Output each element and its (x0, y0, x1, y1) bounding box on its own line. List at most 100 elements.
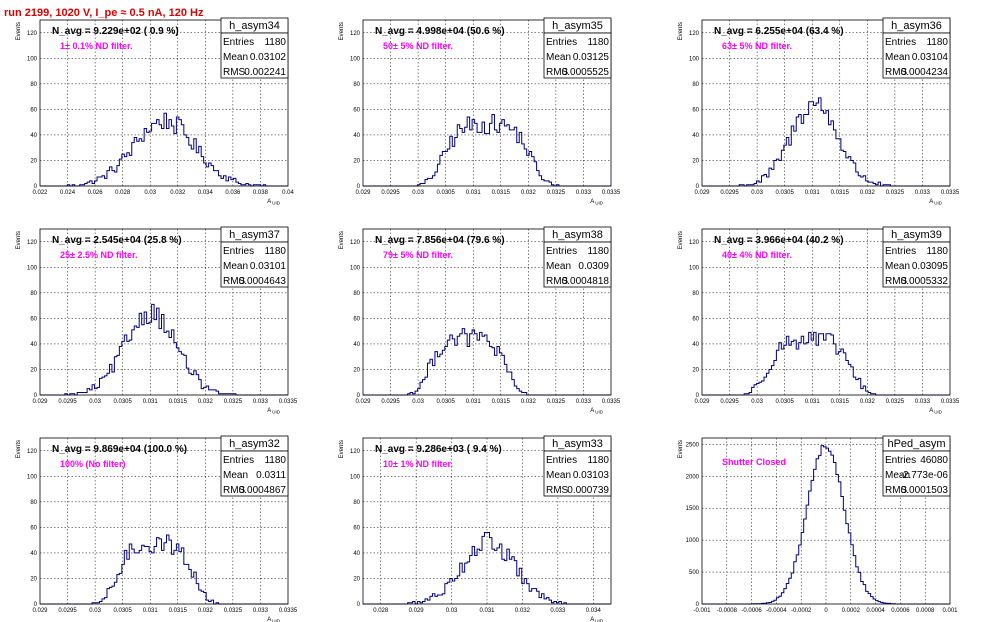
stats-value: 1180 (587, 246, 609, 257)
stats-title: h_asym38 (552, 229, 603, 241)
stats-value: 0.03125 (573, 52, 610, 63)
stats-box (543, 32, 612, 79)
y-tick-label: 80 (30, 291, 37, 297)
plot-frame (39, 437, 289, 605)
stats-label: Mean (223, 470, 248, 481)
x-tick-label: 0.032 (515, 608, 531, 614)
stats-label: RMS (546, 67, 569, 78)
stats-title: h_asym32 (229, 438, 280, 450)
x-tick-label: 0.0305 (436, 399, 455, 405)
stats-value: 1180 (587, 37, 609, 48)
plot-frame (701, 228, 951, 396)
stats-label: RMS (223, 67, 246, 78)
y-tick-label: 0 (696, 393, 700, 399)
y-tick-label: 120 (350, 240, 361, 246)
stats-label: RMS (546, 276, 569, 287)
stats-value: 0.0001503 (901, 485, 949, 496)
x-tick-label: 0.033 (915, 190, 931, 196)
x-tick-label: 0.0315 (492, 190, 511, 196)
x-tick-label: 0.0305 (113, 608, 132, 614)
filter-label: 10± 1% ND filter. (383, 459, 453, 469)
x-tick-label: 0.0295 (58, 399, 77, 405)
stats-label: Entries (546, 37, 577, 48)
y-tick-label: 0 (34, 393, 38, 399)
navg-label: N_avg = 9.869e+04 (100.0 %) (52, 444, 187, 455)
y-tick-label: 60 (353, 107, 360, 113)
stats-label: Entries (885, 37, 916, 48)
y-tick-label: 500 (689, 570, 700, 576)
filter-label: 79± 5% ND filter. (383, 250, 453, 260)
y-tick-label: 80 (353, 291, 360, 297)
plot-frame (362, 437, 612, 605)
stats-value: 0.0005332 (901, 276, 949, 287)
x-tick-label: 0.0335 (279, 608, 298, 614)
y-tick-label: 40 (30, 551, 37, 557)
histogram-bars (702, 97, 950, 187)
stats-label: Mean (223, 261, 248, 272)
x-tick-label: 0.0325 (547, 399, 566, 405)
x-tick-label: 0.028 (115, 190, 131, 196)
stats-label: Mean (546, 470, 571, 481)
stats-label: Entries (885, 246, 916, 257)
stats-value: -2.773e-06 (900, 470, 949, 481)
plot-frame (39, 19, 289, 187)
x-tick-label: 0.029 (409, 608, 425, 614)
y-tick-label: 0 (696, 602, 700, 608)
stats-label: RMS (223, 276, 246, 287)
stats-label: Mean (885, 261, 910, 272)
x-tick-label: 0.032 (521, 190, 537, 196)
stats-value: 46080 (920, 455, 948, 466)
y-tick-label: 120 (350, 31, 361, 37)
y-tick-label: 100 (689, 56, 700, 62)
x-tick-label: 0 (824, 608, 828, 614)
x-tick-label: 0.028 (373, 608, 389, 614)
stats-label: Entries (546, 246, 577, 257)
x-tick-label: 0.026 (88, 190, 104, 196)
stats-value: 0.0005525 (562, 67, 610, 78)
stats-value: 1180 (264, 37, 286, 48)
stats-value: 0.0004818 (562, 276, 610, 287)
x-tick-label: 0.0315 (492, 399, 511, 405)
stats-value: 1180 (926, 37, 948, 48)
x-tick-label: 0.0335 (279, 399, 298, 405)
navg-label: N_avg = 4.998e+04 (50.6 %) (375, 26, 505, 37)
x-tick-label: 0.034 (586, 608, 602, 614)
stats-label: RMS (885, 67, 908, 78)
histogram-bars (40, 303, 288, 396)
stats-box (220, 32, 289, 79)
stats-label: RMS (546, 485, 569, 496)
x-tick-label: 0.034 (198, 190, 214, 196)
navg-label: N_avg = 9.229e+02 ( 0.9 %) (52, 26, 179, 37)
x-tick-label: 0.029 (694, 190, 710, 196)
x-tick-label: 0.0004 (866, 608, 885, 614)
filter-label: Shutter Closed (722, 457, 786, 467)
histogram-bars (702, 331, 950, 396)
y-tick-label: 60 (692, 316, 699, 322)
y-tick-label: 120 (350, 449, 361, 455)
filter-label: 1± 0.1% ND filter. (60, 41, 132, 51)
stats-title: h_asym34 (229, 20, 280, 32)
x-axis-label: AUID (267, 408, 281, 415)
stats-label: Mean (546, 261, 571, 272)
x-tick-label: 0.029 (32, 399, 48, 405)
stats-title: h_asym37 (229, 229, 280, 241)
histogram-panel-h_asym32: 0 20 40 60 80 100 120 0.029 0.0295 0.03 0.0305 0.03… (16, 435, 298, 622)
y-tick-label: 80 (30, 82, 37, 88)
x-tick-label: 0.0325 (547, 190, 566, 196)
x-tick-label: 0.032 (198, 399, 214, 405)
y-tick-label: 20 (30, 576, 37, 582)
stats-label: RMS (885, 276, 908, 287)
y-axis-label: Events (16, 22, 22, 40)
y-tick-label: 0 (357, 184, 361, 190)
stats-value: 0.0311 (256, 470, 286, 481)
y-tick-label: 20 (30, 158, 37, 164)
x-tick-label: 0.0315 (831, 190, 850, 196)
x-tick-label: 0.03 (446, 608, 458, 614)
x-tick-label: 0.031 (479, 608, 495, 614)
y-tick-label: 40 (353, 551, 360, 557)
y-tick-label: 20 (30, 367, 37, 373)
stats-value: 1180 (264, 455, 286, 466)
x-tick-label: 0.03 (89, 608, 101, 614)
y-tick-label: 40 (692, 133, 699, 139)
y-axis-label: Events (339, 231, 345, 249)
